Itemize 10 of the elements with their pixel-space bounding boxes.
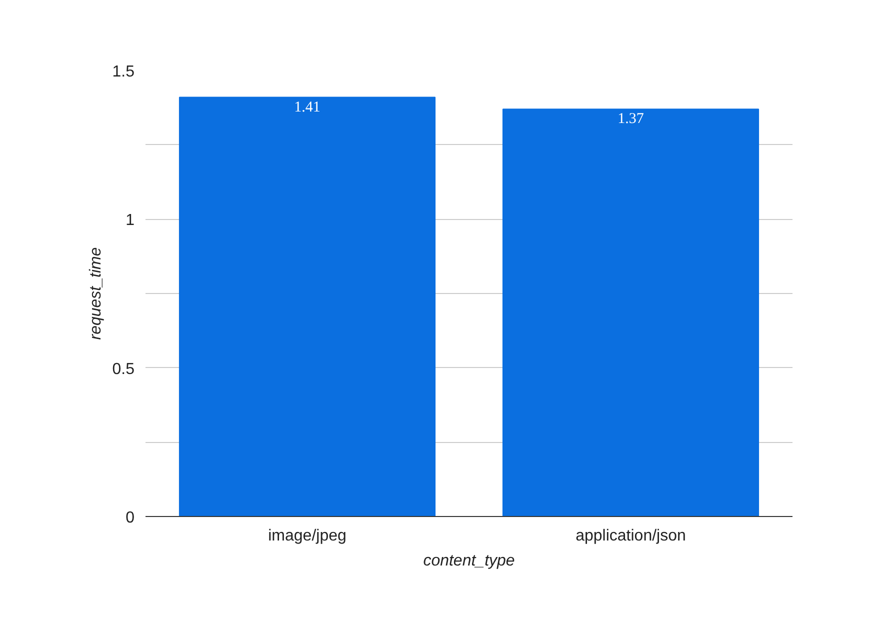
data-label: 1.37 bbox=[618, 111, 644, 128]
y-tick-label: 0.5 bbox=[112, 360, 135, 378]
y-axis-title: request_time bbox=[87, 247, 104, 340]
y-tick-label: 1.5 bbox=[112, 64, 135, 80]
x-axis-title: content_type bbox=[423, 552, 515, 570]
x-tick-label: application/json bbox=[576, 528, 686, 544]
y-tick-label: 1 bbox=[126, 212, 135, 230]
y-tick-label: 0 bbox=[126, 510, 135, 526]
x-tick-label: image/jpeg bbox=[268, 528, 346, 544]
data-label: 1.41 bbox=[294, 99, 320, 116]
